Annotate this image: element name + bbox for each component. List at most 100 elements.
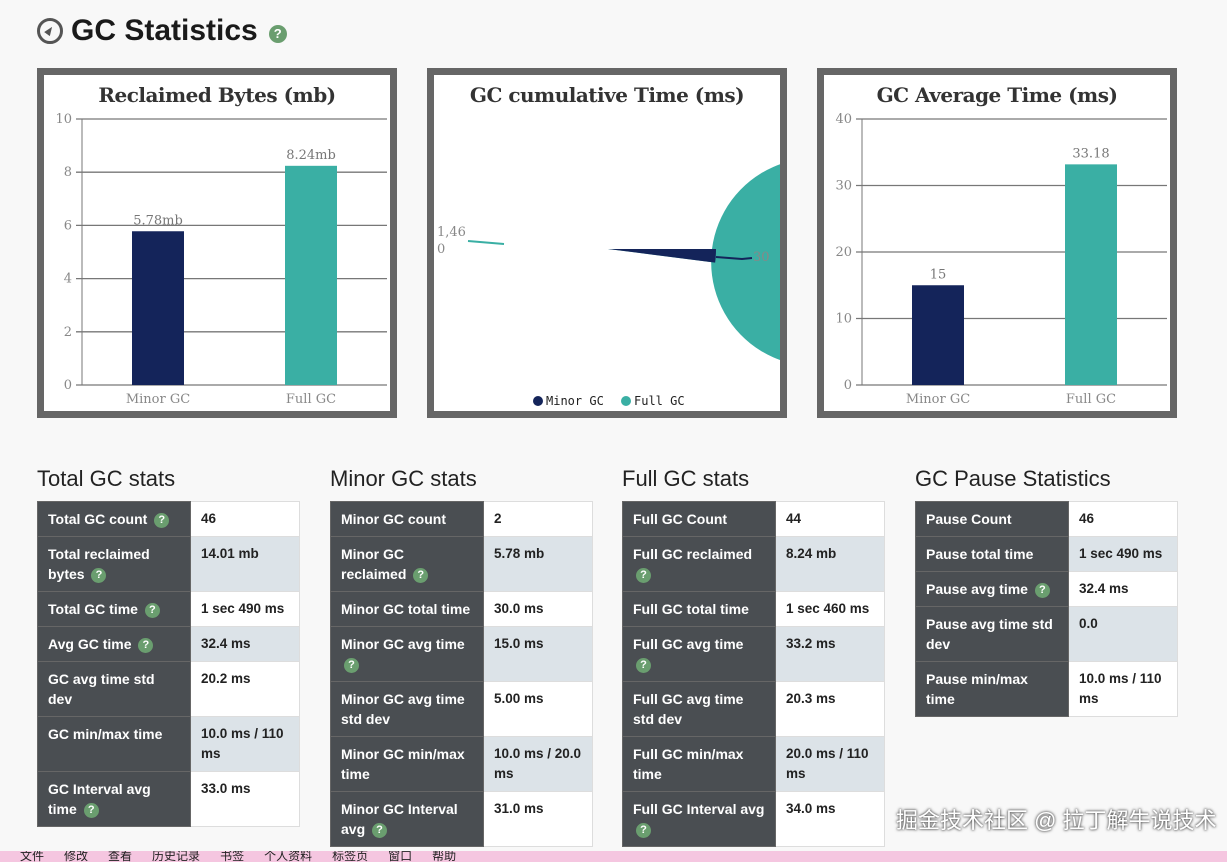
menu-item[interactable]: 窗口	[388, 851, 413, 862]
help-icon[interactable]: ?	[344, 657, 359, 673]
help-icon[interactable]: ?	[636, 657, 651, 673]
menu-item[interactable]: 修改	[64, 851, 89, 862]
stat-value: 33.0 ms	[190, 771, 300, 827]
menu-item[interactable]: 历史记录	[152, 851, 201, 862]
help-icon[interactable]: ?	[83, 802, 99, 818]
table-row: Full GC Count 44	[622, 501, 885, 537]
menu-item[interactable]: 个人资料	[264, 851, 313, 862]
stat-label: Pause Count	[915, 501, 1069, 537]
chart-title: GC cumulative Time (ms)	[469, 83, 745, 107]
section-title: Minor GC stats	[330, 466, 477, 491]
table-row: Full GC avg time ? 33.2 ms	[622, 626, 885, 682]
menu-item[interactable]: 书签	[220, 851, 245, 862]
help-icon[interactable]: ?	[636, 822, 651, 838]
chart-title: Reclaimed Bytes (mb)	[98, 83, 336, 107]
stat-label: Pause avg time ?	[915, 571, 1069, 607]
help-icon[interactable]: ?	[154, 512, 170, 528]
stat-label: Pause total time	[915, 536, 1069, 572]
stat-label: Full GC Count	[622, 501, 776, 537]
help-icon[interactable]: ?	[1034, 582, 1050, 598]
page-title: GC Statistics	[71, 14, 258, 47]
stat-label-text: Minor GC min/max time	[341, 746, 465, 782]
stat-label-text: Full GC min/max time	[633, 746, 744, 782]
help-icon[interactable]: ?	[138, 637, 154, 653]
stat-label: Full GC avg time std dev	[622, 681, 776, 737]
help-icon[interactable]: ?	[372, 822, 388, 838]
stat-value: 10.0 ms / 110 ms	[190, 716, 300, 772]
stat-label-text: Pause Count	[926, 511, 1012, 527]
menu-item[interactable]: 查看	[108, 851, 133, 862]
stat-value: 30.0 ms	[483, 591, 593, 627]
y-tick-label: 0	[844, 378, 852, 393]
stat-label-text: Full GC Count	[633, 511, 728, 527]
stat-label: Minor GC reclaimed ?	[330, 536, 484, 592]
table-row: Minor GC reclaimed ? 5.78 mb	[330, 536, 593, 592]
stat-label-text: Total reclaimed bytes	[48, 546, 150, 582]
stat-value: 32.4 ms	[1068, 571, 1178, 607]
stat-label-text: Pause avg time	[926, 581, 1028, 597]
stat-label: Total GC count ?	[37, 501, 191, 537]
table-row: Minor GC avg time std dev 5.00 ms	[330, 681, 593, 737]
stat-label-text: Minor GC total time	[341, 601, 471, 617]
stats-section: Minor GC stats Minor GC count 2 Minor GC re…	[330, 466, 593, 847]
stat-label-text: Full GC avg time std dev	[633, 691, 744, 727]
menu-item[interactable]: 标签页	[332, 851, 369, 862]
label-line	[715, 256, 753, 261]
section-title: Full GC stats	[622, 466, 750, 491]
y-tick-label: 2	[64, 325, 72, 340]
table-row: Full GC total time 1 sec 460 ms	[622, 591, 885, 627]
y-tick-label: 30	[835, 179, 852, 194]
gc-cumulative-time-chart: 30 1,46 0 Minor GC Full GC GC cumulative Time…	[427, 68, 787, 418]
stat-label-text: Pause min/max time	[926, 671, 1028, 707]
stat-value: 10.0 ms / 110 ms	[1068, 661, 1178, 717]
compass-icon	[37, 18, 63, 44]
stat-label: Full GC total time	[622, 591, 776, 627]
stat-value: 32.4 ms	[190, 626, 300, 662]
help-icon[interactable]: ?	[636, 567, 651, 583]
stat-value: 33.2 ms	[775, 626, 885, 682]
data-label: 30	[753, 250, 770, 265]
help-icon[interactable]: ?	[91, 567, 107, 583]
help-icon[interactable]: ?	[144, 602, 160, 618]
stat-value: 15.0 ms	[483, 626, 593, 682]
x-tick-label: Minor GC	[906, 392, 970, 407]
x-tick-label: Full GC	[1066, 392, 1116, 407]
stat-label: Total GC time ?	[37, 591, 191, 627]
table-row: Pause total time 1 sec 490 ms	[915, 536, 1178, 572]
data-label: 33.18	[1072, 146, 1109, 161]
menu-item[interactable]: 文件	[20, 851, 45, 862]
stats-section: Full GC stats Full GC Count 44 Full GC recl…	[622, 466, 885, 847]
label-line	[467, 240, 505, 245]
help-icon[interactable]: ?	[268, 25, 287, 43]
stat-value: 20.0 ms / 110 ms	[775, 736, 885, 792]
table-row: Avg GC time ? 32.4 ms	[37, 626, 300, 662]
stat-value: 46	[190, 501, 300, 537]
stat-label: Total reclaimed bytes ?	[37, 536, 191, 592]
stat-label: Minor GC avg time std dev	[330, 681, 484, 737]
gc-average-time-chart: 0 10 20 30 40 15 Minor GC 33.18 Full GC GC Averag…	[817, 68, 1177, 418]
stat-value: 5.78 mb	[483, 536, 593, 592]
data-label: 8.24mb	[286, 148, 336, 163]
table-row: Full GC avg time std dev 20.3 ms	[622, 681, 885, 737]
menu-bar: 文件 修改 查看 历史记录 书签 个人资料 标签页 窗口 帮助	[0, 851, 1227, 862]
stat-label-text: Full GC total time	[633, 601, 749, 617]
section-title: Total GC stats	[37, 466, 176, 491]
stat-label-text: Minor GC Interval avg	[341, 801, 458, 837]
stat-label-text: Full GC reclaimed	[633, 546, 753, 562]
stat-value: 46	[1068, 501, 1178, 537]
stats-section: Total GC stats Total GC count ? 46 Total re…	[37, 466, 300, 827]
stat-value: 1 sec 490 ms	[1068, 536, 1178, 572]
page-header: GC Statistics ?	[37, 14, 287, 48]
stat-label-text: Minor GC reclaimed	[341, 546, 407, 582]
pie-slice-full-gc	[608, 164, 780, 360]
pie-slice-minor-gc	[608, 249, 716, 263]
data-label: 15	[930, 267, 947, 282]
table-row: Minor GC count 2	[330, 501, 593, 537]
stat-value: 14.01 mb	[190, 536, 300, 592]
y-tick-label: 0	[64, 378, 72, 393]
stats-table: Full GC Count 44 Full GC reclaimed ? 8.24 m…	[622, 501, 885, 847]
stat-label: Avg GC time ?	[37, 626, 191, 662]
menu-item[interactable]: 帮助	[432, 851, 457, 862]
stat-label: Minor GC min/max time	[330, 736, 484, 792]
help-icon[interactable]: ?	[413, 567, 429, 583]
